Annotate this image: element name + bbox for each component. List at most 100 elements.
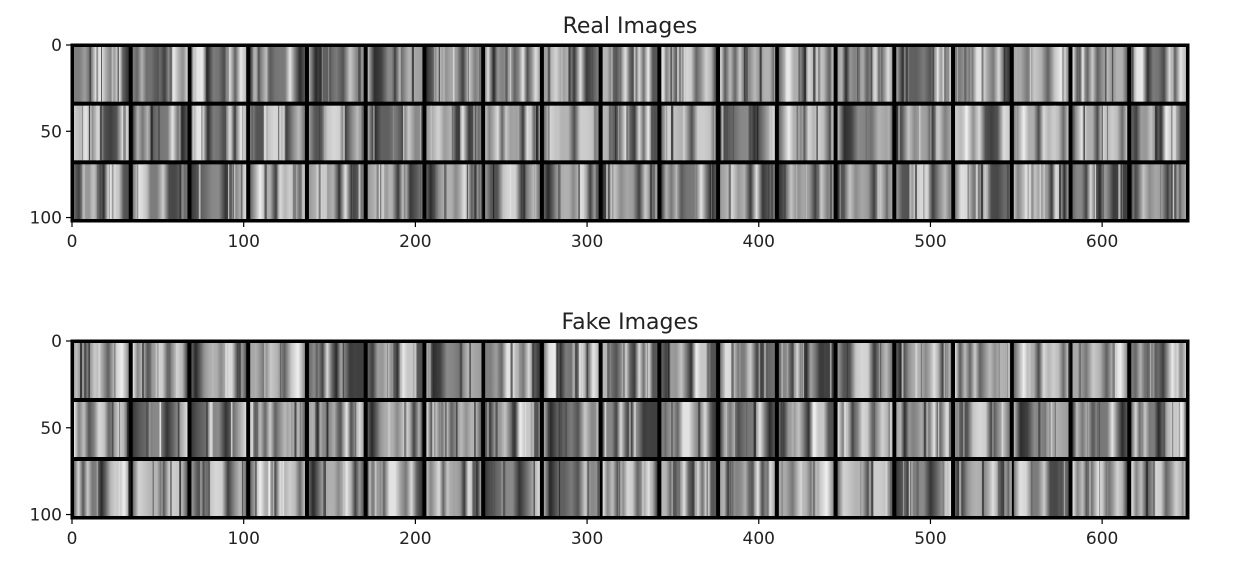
real-image-tile — [778, 47, 834, 102]
real-image-tile — [74, 105, 129, 161]
real-image-tile — [1131, 164, 1186, 219]
fake-x-tick-label: 200 — [399, 529, 431, 549]
real-y-tick-label: 100 — [30, 209, 62, 229]
real-image-tile — [1072, 105, 1128, 161]
fake-image-tile — [74, 461, 131, 516]
real-image-tile — [661, 164, 717, 219]
fake-x-tick-label: 100 — [227, 529, 259, 549]
fake-image-tile — [191, 343, 247, 398]
fake-image-tile — [602, 402, 658, 457]
real-image-tile — [485, 47, 540, 102]
fake-image-tile — [1072, 461, 1128, 516]
fake-image-tile — [250, 402, 305, 457]
real-image-tile — [1013, 164, 1069, 219]
fake-images-title: Fake Images — [562, 310, 699, 335]
fake-image-tile — [250, 343, 305, 398]
fake-image-tile — [778, 461, 834, 516]
real-image-tile — [1072, 47, 1128, 102]
real-image-tile — [74, 164, 129, 219]
real-image-tile — [191, 47, 247, 102]
fake-image-tile — [1013, 402, 1069, 457]
real-image-tile — [1013, 105, 1069, 161]
real-image-tile — [367, 47, 423, 102]
fake-image-tile — [367, 402, 423, 457]
fake-image-tile — [74, 343, 129, 398]
fake-image-tile — [955, 461, 1012, 516]
real-image-tile — [543, 105, 599, 161]
real-image-tile — [896, 164, 952, 219]
fake-image-tile — [896, 343, 952, 398]
real-image-tile — [543, 164, 599, 219]
fake-image-tile — [367, 343, 423, 398]
fake-image-tile — [426, 461, 482, 516]
fake-image-tile — [661, 402, 717, 457]
fake-image-tile — [308, 461, 364, 516]
fake-image-tile — [1013, 343, 1071, 398]
real-image-tile — [602, 164, 658, 219]
fake-image-tile — [426, 402, 482, 457]
real-image-tile — [955, 164, 1010, 219]
fake-y-tick-label: 100 — [30, 506, 62, 526]
real-image-tile — [661, 47, 717, 102]
real-image-tile — [426, 47, 482, 102]
fake-image-tile — [1131, 343, 1186, 398]
fake-image-tile — [837, 461, 893, 516]
real-image-tile — [132, 105, 188, 161]
real-y-tick-label: 50 — [40, 122, 62, 142]
fake-image-tile — [485, 343, 540, 398]
fake-image-tile — [132, 461, 188, 516]
real-x-tick-label: 500 — [914, 232, 946, 252]
fake-image-tile — [543, 461, 600, 516]
fake-x-tick-label: 300 — [571, 529, 603, 549]
fake-image-tile — [1072, 343, 1128, 398]
real-image-tile — [485, 105, 540, 161]
real-image-tile — [1131, 47, 1186, 102]
real-x-tick-label: 0 — [67, 232, 78, 252]
real-image-tile — [1072, 164, 1128, 219]
real-image-tile — [720, 164, 775, 219]
fake-image-tile — [485, 461, 540, 516]
fake-x-tick-label: 500 — [914, 529, 946, 549]
real-image-tile — [367, 105, 423, 161]
fake-image-tile — [1131, 461, 1187, 516]
real-image-tile — [543, 47, 599, 102]
real-x-tick-label: 300 — [571, 232, 603, 252]
fake-image-tile — [250, 461, 305, 516]
fake-image-tile — [543, 402, 599, 457]
real-image-tile — [132, 164, 188, 219]
real-x-tick-label: 600 — [1086, 232, 1118, 252]
real-image-tile — [778, 105, 834, 161]
fake-x-tick-label: 600 — [1086, 529, 1118, 549]
real-image-tile — [720, 105, 775, 161]
fake-image-tile — [778, 343, 834, 398]
real-image-tile — [955, 105, 1010, 161]
fake-image-tile — [661, 343, 717, 398]
fake-image-tile — [74, 402, 129, 457]
fake-image-tile — [602, 461, 658, 516]
fake-x-tick-label: 0 — [67, 529, 78, 549]
fake-image-tile — [661, 461, 717, 516]
real-image-tile — [426, 105, 482, 161]
fake-image-tile — [485, 402, 540, 457]
fake-image-tile — [1072, 402, 1128, 457]
real-image-tile — [191, 164, 247, 219]
real-image-tile — [837, 105, 893, 161]
real-x-tick-label: 200 — [399, 232, 431, 252]
fake-image-tile — [1013, 461, 1069, 516]
fake-image-tile — [308, 402, 364, 457]
real-images-title: Real Images — [563, 14, 698, 39]
fake-image-tile — [132, 402, 188, 457]
fake-image-tile — [720, 402, 775, 457]
fake-image-tile — [896, 402, 952, 457]
real-image-tile — [778, 164, 834, 219]
real-image-tile — [426, 164, 483, 219]
real-image-tile — [837, 164, 893, 219]
fake-image-tile — [778, 402, 834, 457]
fake-image-tile — [837, 402, 893, 457]
fake-image-tile — [955, 402, 1010, 457]
fake-image-tile — [1131, 402, 1188, 457]
fake-image-tile — [602, 343, 658, 398]
